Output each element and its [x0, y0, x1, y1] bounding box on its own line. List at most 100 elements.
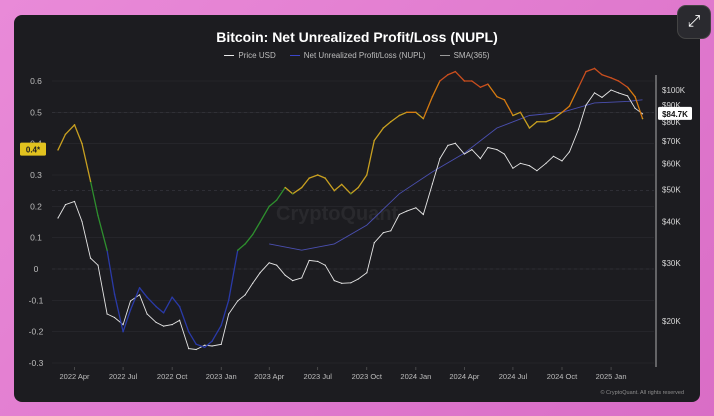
nupl-point: [259, 221, 261, 223]
nupl-point: [447, 74, 449, 76]
nupl-segment: [439, 74, 449, 82]
nupl-point: [275, 199, 278, 201]
price-point: [106, 313, 108, 315]
x-tick-label: 2023 Jan: [206, 372, 237, 381]
nupl-point: [129, 309, 132, 311]
nupl-segment: [64, 124, 76, 135]
price-point: [422, 213, 424, 216]
price-point: [593, 92, 596, 94]
price-point: [97, 264, 99, 266]
price-point: [585, 104, 587, 106]
nupl-segment: [398, 111, 408, 117]
y-left-tick-label: -0.2: [29, 327, 44, 337]
nupl-segment: [317, 174, 326, 179]
nupl-point: [585, 70, 587, 73]
nupl-point: [561, 111, 563, 114]
nupl-point: [617, 80, 620, 82]
price-point: [382, 232, 384, 234]
y-right-tick-label: $90K: [662, 101, 681, 110]
price-usd-line: [57, 89, 643, 350]
price-point: [447, 144, 449, 146]
nupl-point: [454, 70, 457, 73]
nupl-segment: [512, 111, 522, 117]
legend-label-sma: SMA(365): [453, 51, 490, 60]
nupl-segment: [138, 287, 148, 298]
nupl-segment: [528, 121, 538, 129]
nupl-point: [308, 177, 310, 179]
nupl-point: [641, 117, 644, 120]
legend-item-nupl[interactable]: Net Unrealized Profit/Loss (NUPL): [289, 51, 426, 60]
price-point: [284, 274, 286, 276]
nupl-segment: [324, 177, 335, 192]
price-point: [73, 200, 76, 203]
y-right-tick-label: $100K: [662, 86, 686, 95]
price-point: [528, 165, 531, 167]
nupl-segment: [496, 96, 506, 101]
price-point: [577, 128, 580, 130]
nupl-segment: [276, 186, 286, 201]
nupl-point: [284, 186, 286, 189]
price-point: [122, 324, 124, 326]
chart-title: Bitcoin: Net Unrealized Profit/Loss (NUP…: [216, 29, 498, 45]
price-point: [89, 257, 92, 259]
nupl-point: [317, 174, 319, 176]
nupl-segment: [341, 183, 352, 195]
y-left-tick-label: 0.5: [30, 107, 42, 117]
x-tick-label: 2022 Apr: [60, 372, 91, 381]
nupl-segment: [204, 340, 213, 348]
y-right-tick-label: $30K: [662, 259, 681, 268]
price-point: [333, 280, 335, 282]
nupl-point: [291, 193, 294, 195]
price-point: [237, 300, 239, 302]
nupl-point: [89, 180, 92, 182]
nupl-segment: [195, 343, 206, 348]
nupl-point: [171, 296, 173, 298]
watermark: CryptoQuant: [276, 203, 399, 225]
y-right-tick-label: $70K: [662, 137, 681, 146]
nupl-point: [366, 174, 368, 176]
x-tick-label: 2023 Oct: [352, 372, 383, 381]
nupl-segment: [479, 83, 489, 88]
y-right-tick-label: $80K: [662, 118, 681, 127]
y-left-tick-label: 0.2: [30, 201, 42, 211]
price-point: [536, 170, 538, 172]
nupl-point: [187, 330, 190, 333]
current-price-badge: [658, 106, 692, 120]
price-point: [561, 160, 563, 162]
legend-swatch-sma: [439, 54, 450, 57]
nupl-segment: [228, 249, 239, 301]
nupl-segment: [431, 80, 441, 98]
nupl-segment: [447, 70, 456, 76]
price-point: [552, 155, 555, 157]
x-tick-label: 2024 Apr: [449, 372, 480, 381]
nupl-segment: [301, 177, 310, 189]
nupl-point: [634, 95, 636, 98]
nupl-segment: [487, 83, 498, 98]
nupl-point: [106, 249, 108, 251]
price-point: [634, 107, 636, 109]
legend-label-nupl: Net Unrealized Profit/Loss (NUPL): [303, 51, 426, 60]
price-point: [471, 149, 473, 151]
nupl-point: [73, 124, 76, 126]
legend-item-sma[interactable]: SMA(365): [439, 51, 490, 60]
price-point: [146, 313, 148, 315]
nupl-point: [503, 99, 506, 101]
legend-item-price[interactable]: Price USD: [224, 51, 276, 60]
price-point: [317, 260, 319, 262]
nupl-segment: [122, 309, 132, 333]
nupl-point: [81, 142, 83, 145]
nupl-segment: [415, 111, 424, 120]
x-tick-label: 2024 Jul: [499, 372, 528, 381]
x-tick-label: 2023 Apr: [254, 372, 285, 381]
nupl-point: [463, 80, 466, 82]
nupl-segment: [188, 331, 197, 345]
nupl-segment: [503, 99, 514, 117]
price-point: [228, 313, 230, 315]
nupl-point: [536, 121, 538, 123]
expand-icon[interactable]: ⤢: [678, 6, 710, 38]
nupl-point: [398, 114, 401, 117]
y-left-tick-label: 0.3: [30, 170, 42, 180]
price-point: [512, 167, 514, 169]
price-point: [308, 259, 310, 262]
price-point: [204, 344, 206, 346]
